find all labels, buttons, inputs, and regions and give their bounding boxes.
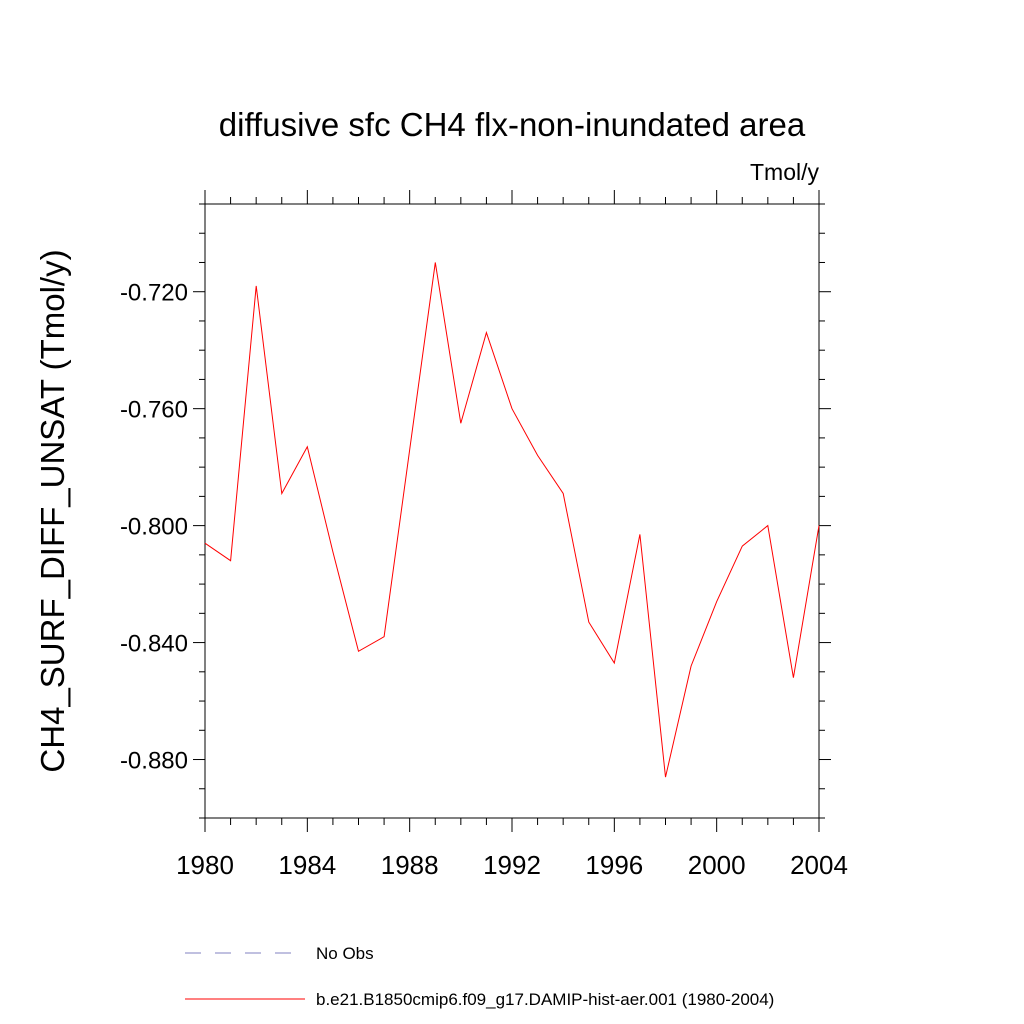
- x-tick-label: 2004: [790, 850, 848, 880]
- series-line: [204, 262, 820, 778]
- plot-frame: [204, 203, 820, 819]
- x-tick-label: 1996: [585, 850, 643, 880]
- legend-label: b.e21.B1850cmip6.f09_g17.DAMIP-hist-aer.…: [316, 990, 774, 1009]
- x-tick-label: 1992: [483, 850, 541, 880]
- x-tick-label: 1980: [176, 850, 234, 880]
- y-tick-label: -0.840: [120, 631, 188, 658]
- x-tick-label: 1988: [381, 850, 439, 880]
- chart-title: diffusive sfc CH4 flx-non-inundated area: [219, 106, 806, 143]
- legend: No Obs b.e21.B1850cmip6.f09_g17.DAMIP-his…: [185, 944, 774, 1009]
- y-tick-label: -0.880: [120, 748, 188, 775]
- y-tick-label: -0.720: [120, 280, 188, 307]
- x-tick-label: 1984: [278, 850, 336, 880]
- y-axis-label: CH4_SURF_DIFF_UNSAT (Tmol/y): [34, 249, 71, 772]
- x-tick-labels: 1980 1984 1988 1992 1996 2000 2004: [176, 850, 848, 880]
- units-label: Tmol/y: [750, 159, 820, 185]
- y-tick-label: -0.800: [120, 514, 188, 541]
- axis-ticks: [193, 190, 831, 832]
- y-tick-labels: -0.720 -0.760 -0.800 -0.840 -0.880: [120, 280, 188, 775]
- y-tick-label: -0.760: [120, 397, 188, 424]
- series-lines: [204, 262, 820, 778]
- legend-label: No Obs: [316, 944, 374, 963]
- x-tick-label: 2000: [688, 850, 746, 880]
